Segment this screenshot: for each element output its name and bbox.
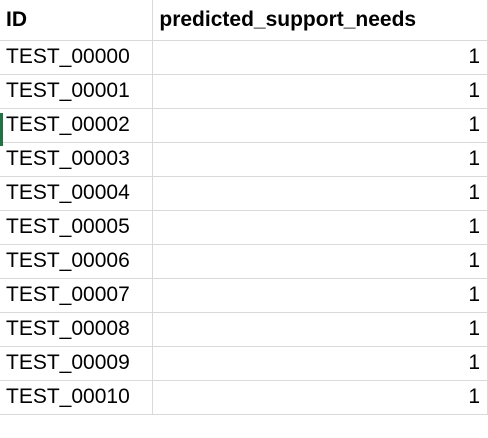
value-cell[interactable]: 1 bbox=[152, 176, 488, 211]
table-row: TEST_00004 1 bbox=[0, 176, 488, 211]
table-row: TEST_00009 1 bbox=[0, 346, 488, 381]
table-row: TEST_00002 1 bbox=[0, 108, 488, 143]
id-cell[interactable]: TEST_00007 bbox=[0, 278, 154, 313]
value-cell[interactable]: 1 bbox=[152, 142, 488, 177]
table-row: TEST_00000 1 bbox=[0, 40, 488, 75]
table-row: TEST_00010 1 bbox=[0, 380, 488, 415]
id-cell[interactable]: TEST_00008 bbox=[0, 312, 154, 347]
header-row: ID predicted_support_needs bbox=[0, 0, 488, 41]
table-row: TEST_00006 1 bbox=[0, 244, 488, 279]
id-cell[interactable]: TEST_00004 bbox=[0, 176, 154, 211]
id-cell[interactable]: TEST_00002 bbox=[0, 108, 154, 143]
value-cell[interactable]: 1 bbox=[152, 40, 488, 75]
id-cell[interactable]: TEST_00005 bbox=[0, 210, 154, 245]
id-cell[interactable]: TEST_00003 bbox=[0, 142, 154, 177]
id-cell[interactable]: TEST_00000 bbox=[0, 40, 154, 75]
id-cell[interactable]: TEST_00001 bbox=[0, 74, 154, 109]
value-cell[interactable]: 1 bbox=[152, 108, 488, 143]
id-cell[interactable]: TEST_00006 bbox=[0, 244, 154, 279]
selection-indicator bbox=[0, 113, 3, 146]
value-cell[interactable]: 1 bbox=[152, 380, 488, 415]
data-table: ID predicted_support_needs TEST_00000 1 … bbox=[0, 0, 488, 415]
table-row: TEST_00007 1 bbox=[0, 278, 488, 313]
table-row: TEST_00001 1 bbox=[0, 74, 488, 109]
header-cell-predicted-support-needs[interactable]: predicted_support_needs bbox=[152, 0, 488, 41]
table-row: TEST_00005 1 bbox=[0, 210, 488, 245]
id-cell[interactable]: TEST_00009 bbox=[0, 346, 154, 381]
value-cell[interactable]: 1 bbox=[152, 278, 488, 313]
value-cell[interactable]: 1 bbox=[152, 346, 488, 381]
value-cell[interactable]: 1 bbox=[152, 74, 488, 109]
value-cell[interactable]: 1 bbox=[152, 210, 488, 245]
id-cell[interactable]: TEST_00010 bbox=[0, 380, 154, 415]
table-row: TEST_00008 1 bbox=[0, 312, 488, 347]
header-cell-id[interactable]: ID bbox=[0, 0, 154, 41]
value-cell[interactable]: 1 bbox=[152, 244, 488, 279]
table-row: TEST_00003 1 bbox=[0, 142, 488, 177]
value-cell[interactable]: 1 bbox=[152, 312, 488, 347]
